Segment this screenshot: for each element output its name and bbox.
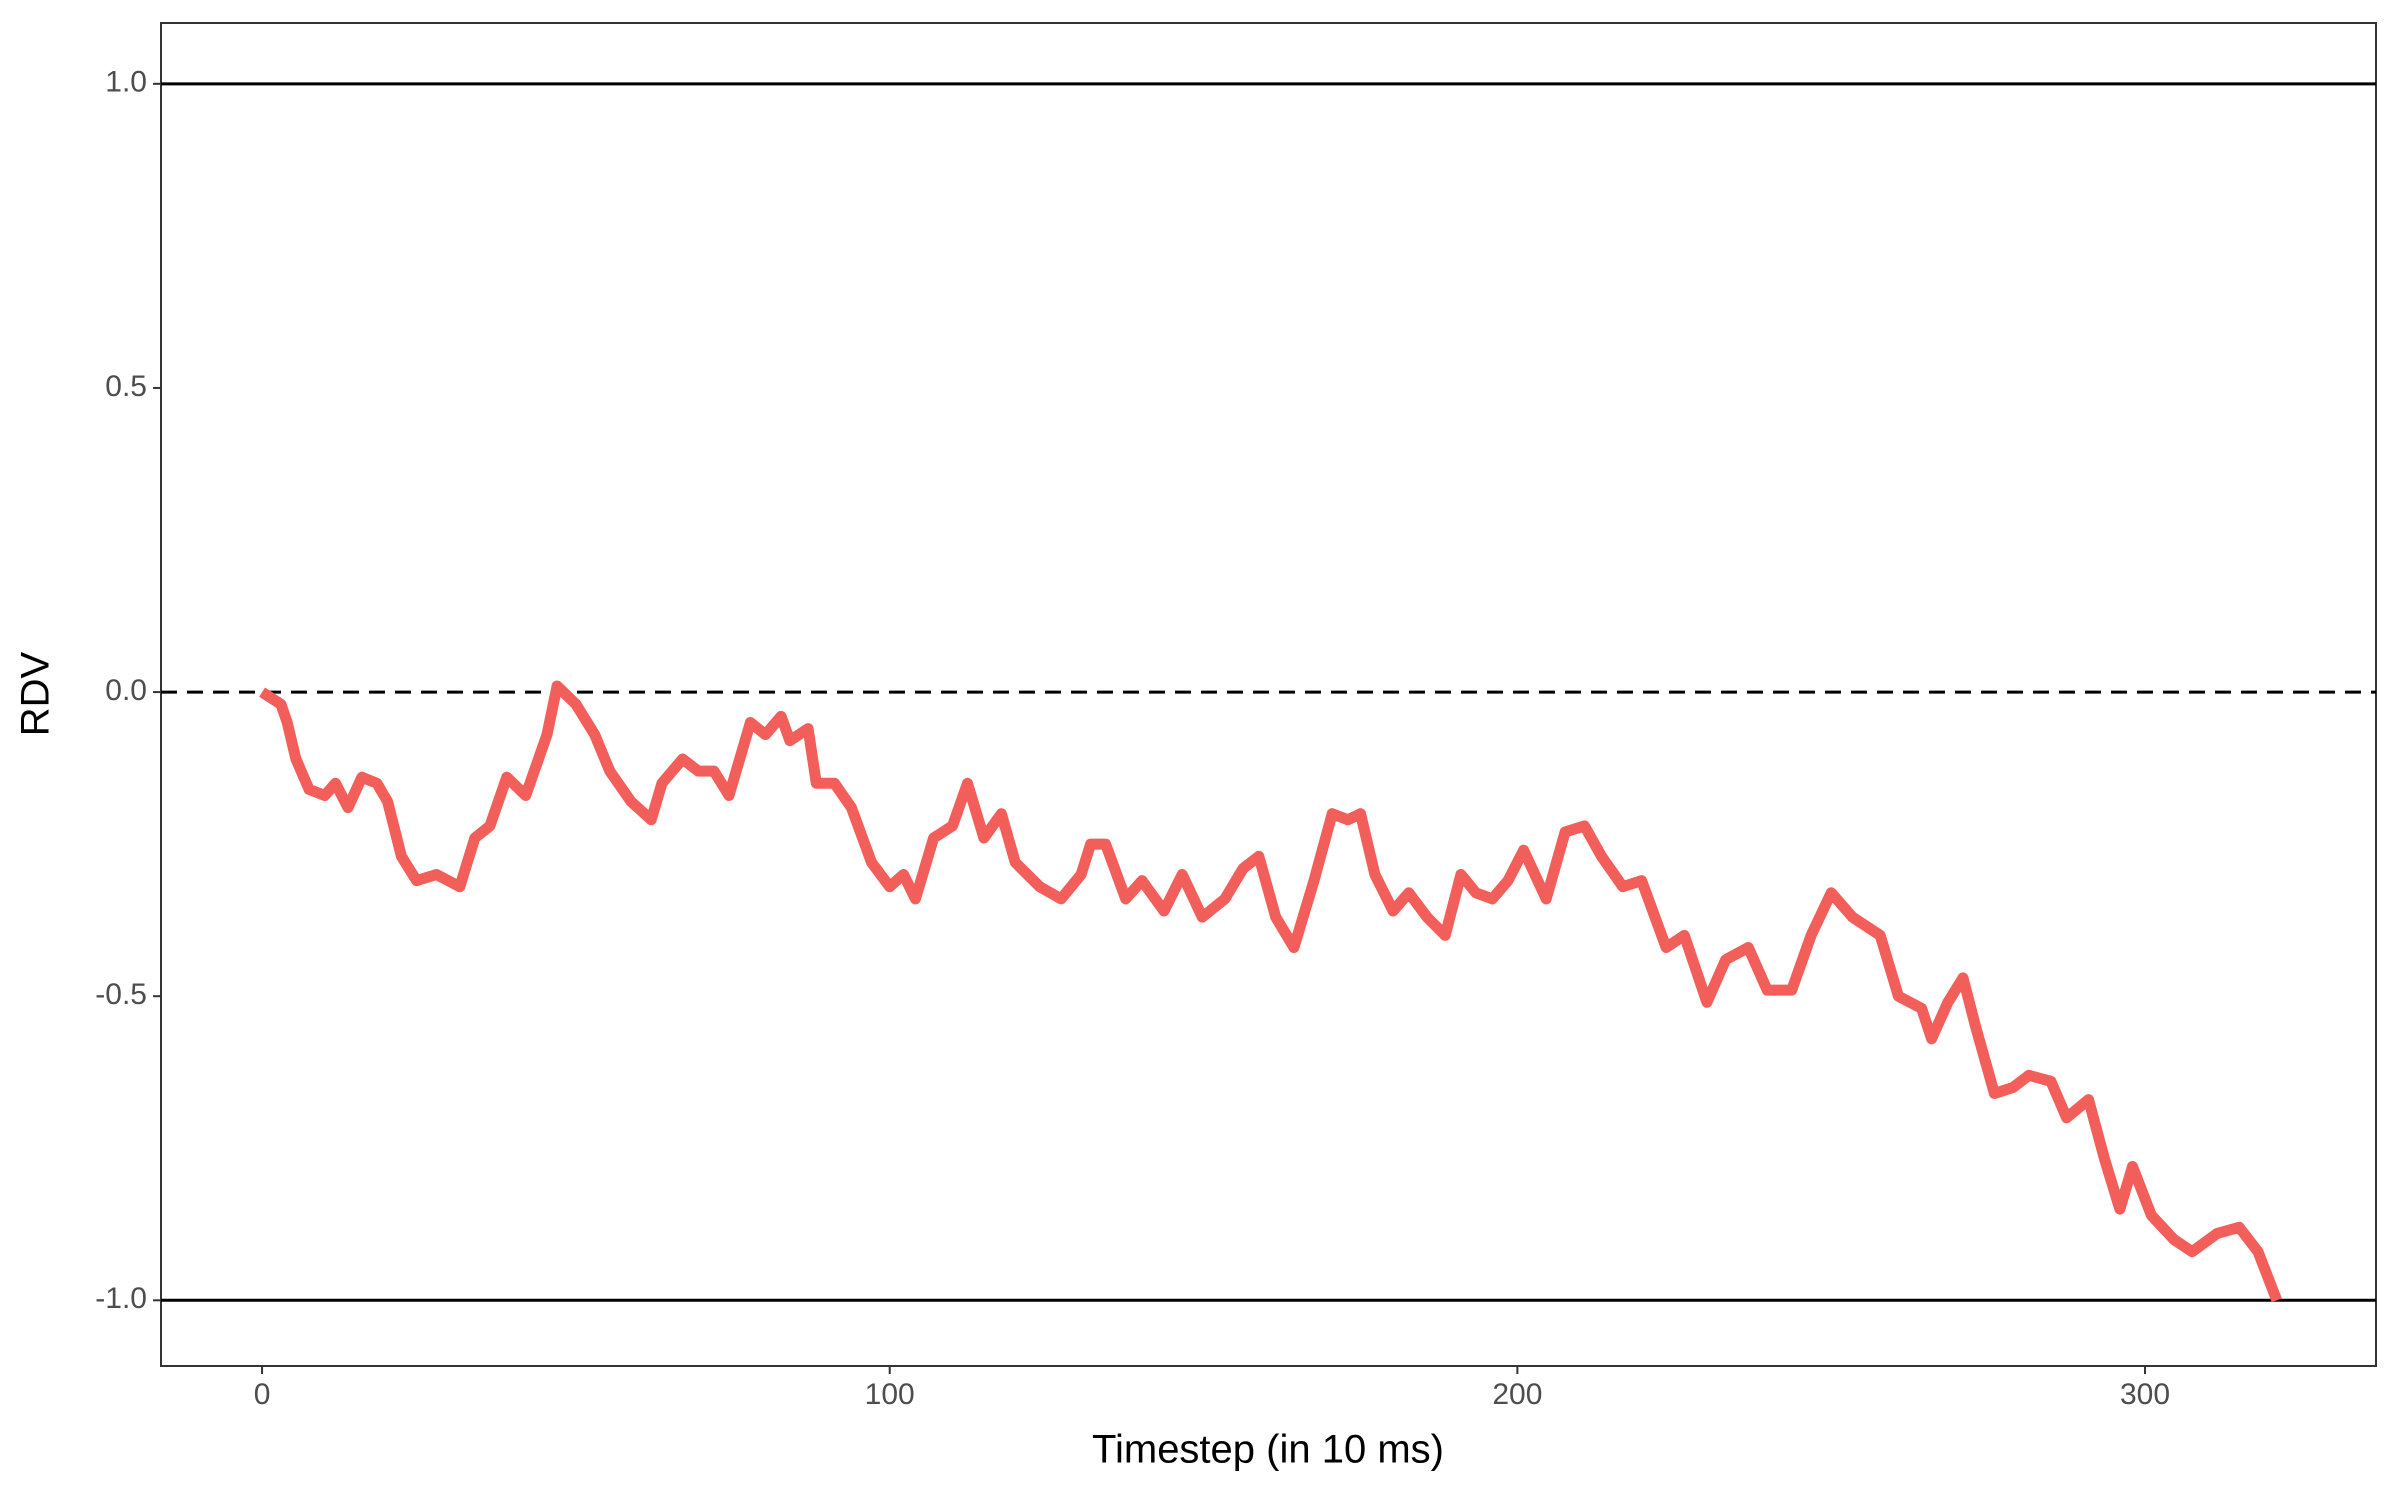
- plot-panel: [160, 22, 2377, 1367]
- data-line: [259, 680, 2282, 1303]
- x-axis-title: Timestep (in 10 ms): [1092, 1428, 1444, 1472]
- y-axis-title: RDV: [14, 651, 58, 736]
- y-tick-label: -0.5: [95, 978, 147, 1011]
- x-tick-label: 300: [2120, 1378, 2170, 1411]
- x-tick-label: 200: [1492, 1378, 1542, 1411]
- y-tick-label: 0.0: [105, 674, 147, 707]
- y-tick-label: 0.5: [105, 370, 147, 403]
- y-tick-label: 1.0: [105, 66, 147, 99]
- x-tick-label: 100: [865, 1378, 915, 1411]
- y-tick-label: -1.0: [95, 1282, 147, 1315]
- x-tick-label: 0: [254, 1378, 271, 1411]
